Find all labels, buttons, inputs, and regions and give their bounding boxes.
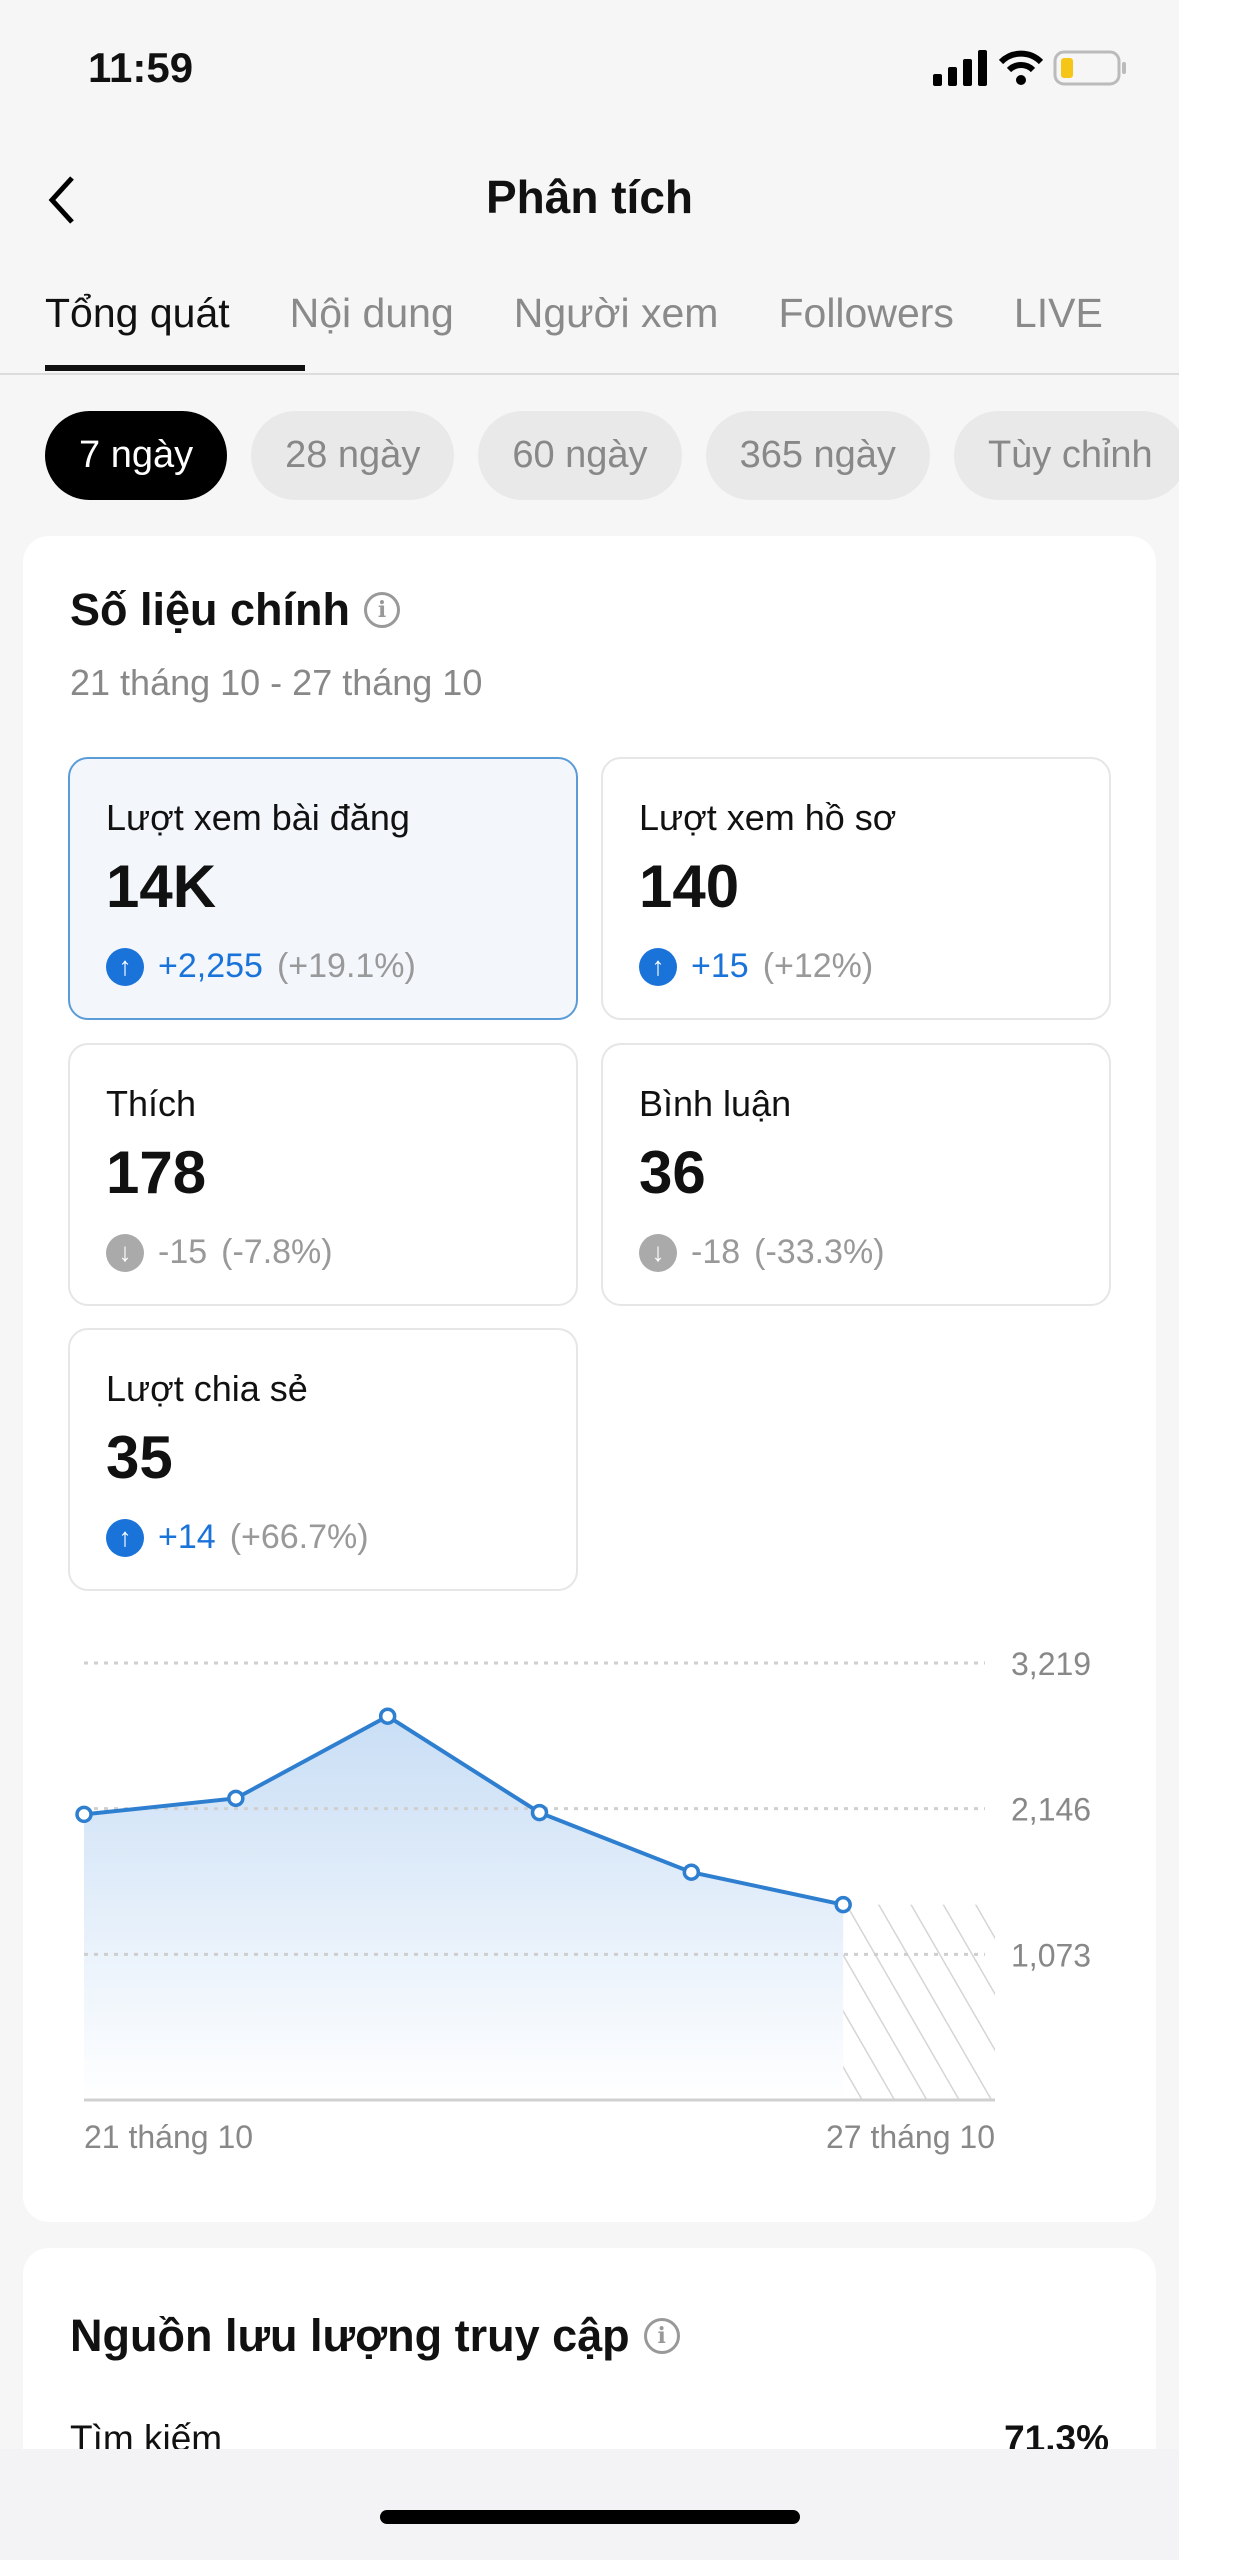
data-point [834,1895,852,1914]
delta-percent: (+12%) [762,947,874,985]
delta-value: +15 [691,947,749,985]
metric-delta: ↑ +2,255 (+19.1%) [106,947,416,986]
page-title: Phân tích [485,171,694,223]
wifi-icon [999,50,1043,85]
chip-365-days[interactable]: 365 ngày [705,411,930,500]
series-line [83,1713,844,1907]
metric-delta: ↑ +15 (+12%) [639,947,873,986]
data-point [75,1805,93,1824]
data-point [378,1707,397,1725]
chip-60-days[interactable]: 60 ngày [478,411,682,500]
metric-delta: ↑ +14 (+66.7%) [106,1518,369,1557]
delta-value: -18 [691,1233,741,1271]
delta-percent: (+19.1%) [276,947,416,985]
date-range: 21 tháng 10 - 27 tháng 10 [70,662,483,703]
data-point [682,1863,701,1881]
tab-followers[interactable]: Followers [778,290,954,336]
area-fill [84,1716,844,2100]
metric-value: 36 [639,1139,706,1206]
delta-percent: (-7.8%) [221,1233,333,1271]
traffic-heading: Nguồn lưu lượng truy cập i [70,2310,680,2362]
metric-value: 140 [639,853,740,920]
active-tab-indicator [45,365,305,371]
delta-value: -15 [158,1233,208,1271]
x-tick-label: 27 tháng 10 [826,2119,995,2155]
back-button[interactable] [42,170,92,230]
metric-label: Thích [106,1083,197,1124]
metric-delta: ↓ -18 (-33.3%) [639,1233,885,1272]
x-tick-label: 21 tháng 10 [84,2119,253,2155]
chip-28-days[interactable]: 28 ngày [251,411,455,500]
arrow-down-icon: ↓ [639,1233,677,1272]
metric-card[interactable]: Lượt chia sẻ 35 ↑ +14 (+66.7%) [68,1328,578,1591]
arrow-up-icon: ↑ [639,947,677,986]
no-data-hatch [843,1904,995,2100]
home-indicator[interactable] [380,2510,800,2524]
data-point [530,1803,549,1822]
metric-label: Lượt xem bài đăng [106,797,410,838]
info-icon[interactable]: i [643,2318,680,2354]
metric-card[interactable]: Thích 178 ↓ -15 (-7.8%) [68,1043,578,1306]
tab-bar: Tổng quát Nội dung Người xem Followers L… [45,290,1103,337]
traffic-title: Nguồn lưu lượng truy cập [70,2310,630,2361]
y-tick-label: 1,073 [1011,1937,1091,1973]
metric-value: 14K [106,853,217,920]
key-metrics-title: Số liệu chính [70,584,351,635]
metric-value: 35 [106,1424,173,1491]
metric-card[interactable]: Lượt xem bài đăng 14K ↑ +2,255 (+19.1%) [68,757,578,1020]
tab-viewers[interactable]: Người xem [513,290,719,336]
status-icons [933,50,1129,86]
bottom-bar [0,2449,1179,2560]
signal-icon [933,50,987,86]
metric-label: Bình luận [639,1083,792,1124]
battery-icon [1053,50,1126,86]
metric-value: 178 [106,1139,207,1206]
delta-percent: (+66.7%) [229,1518,369,1556]
metric-card[interactable]: Lượt xem hồ sơ 140 ↑ +15 (+12%) [601,757,1111,1020]
y-tick-label: 3,219 [1011,1646,1091,1682]
metric-delta: ↓ -15 (-7.8%) [106,1233,333,1272]
data-point [227,1789,245,1808]
chip-7-days[interactable]: 7 ngày [45,411,228,500]
delta-percent: (-33.3%) [754,1233,885,1271]
divider [0,373,1179,375]
screen: 11:59 Phân tích Tổng quát Nội dung Người… [0,44,1179,2560]
tab-content[interactable]: Nội dung [289,290,454,336]
y-tick-label: 2,146 [1011,1792,1091,1828]
arrow-up-icon: ↑ [106,1518,144,1557]
tab-live[interactable]: LIVE [1013,290,1103,336]
info-icon[interactable]: i [364,592,401,628]
delta-value: +2,255 [158,947,263,985]
date-range-chips: 7 ngày 28 ngày 60 ngày 365 ngày Tùy chỉn… [45,411,1179,500]
arrow-up-icon: ↑ [106,947,144,986]
chip-custom[interactable]: Tùy chỉnh [953,411,1179,500]
metric-card[interactable]: Bình luận 36 ↓ -18 (-33.3%) [601,1043,1111,1306]
delta-value: +14 [158,1518,216,1556]
metric-label: Lượt chia sẻ [106,1368,308,1409]
status-time: 11:59 [88,44,194,91]
metric-label: Lượt xem hồ sơ [639,797,897,838]
chevron-left-icon [48,176,74,224]
key-metrics-heading: Số liệu chính i [70,584,401,636]
key-metrics-card: Số liệu chính i 21 tháng 10 - 27 tháng 1… [23,536,1156,2222]
arrow-down-icon: ↓ [106,1233,144,1272]
tab-fade [1100,260,1179,370]
views-chart: 3,219 2,146 1,073 21 tháng 10 27 tháng 10 [75,1646,1091,2155]
tab-overview[interactable]: Tổng quát [45,290,230,336]
